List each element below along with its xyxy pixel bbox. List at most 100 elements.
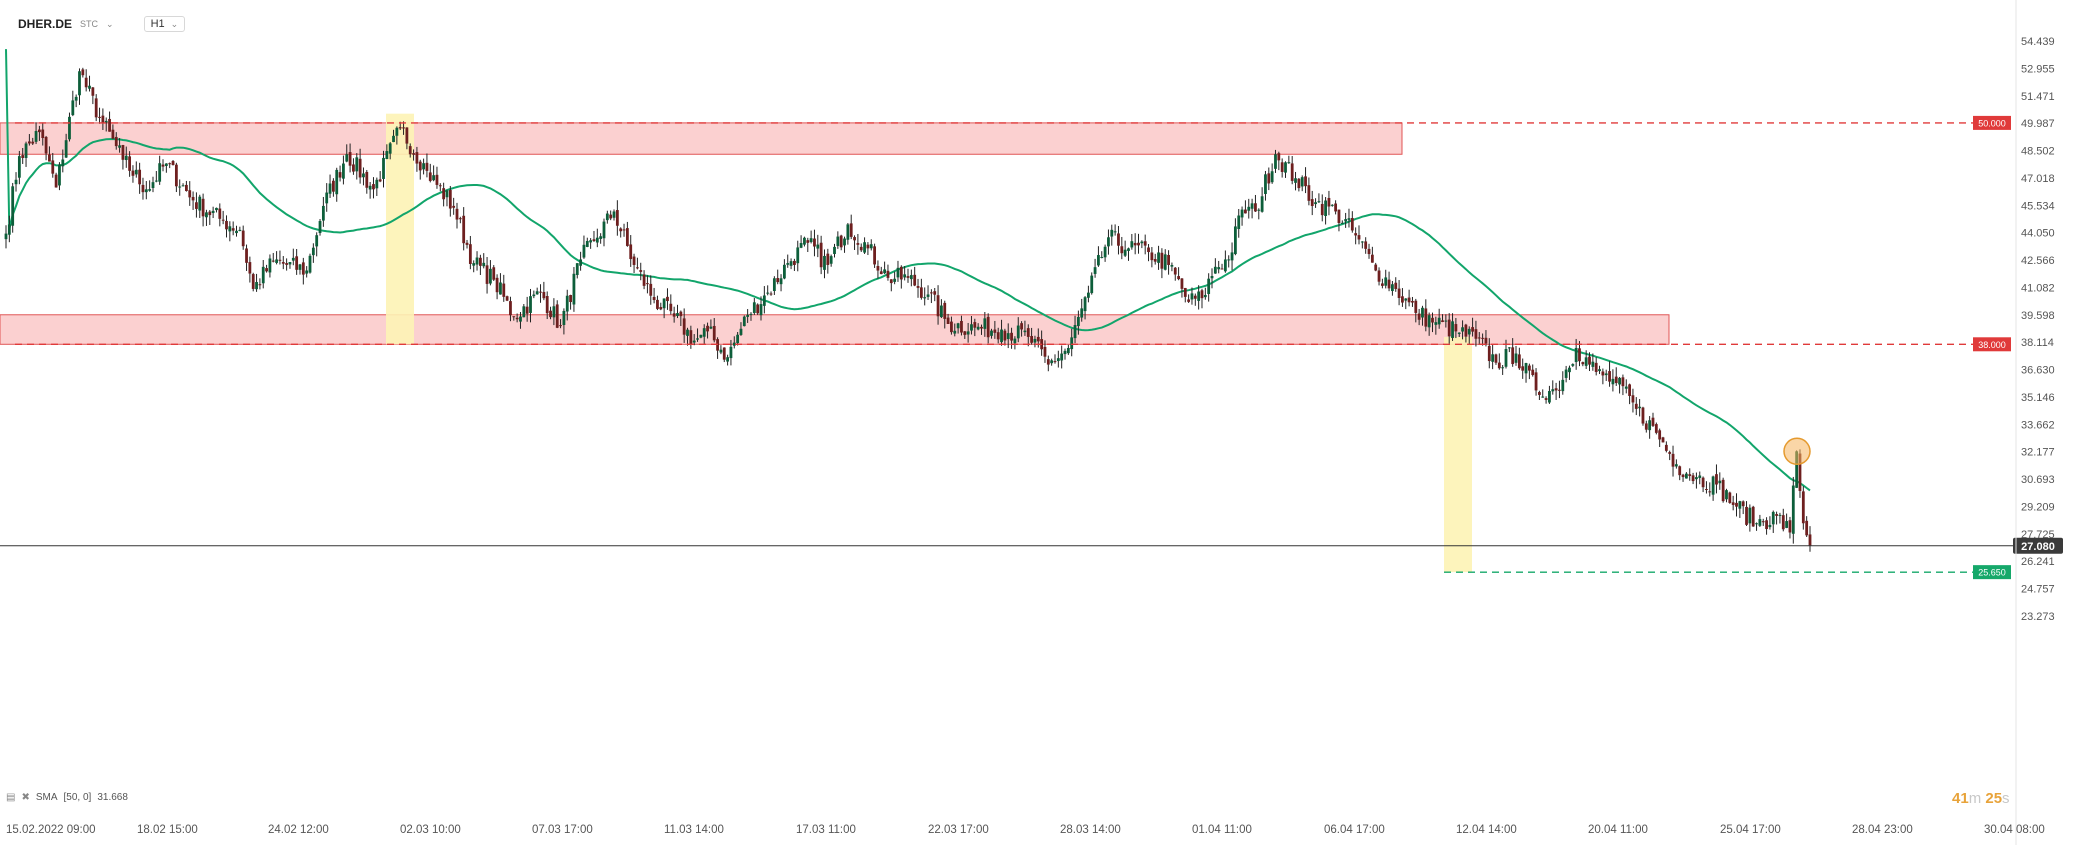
candle [1223, 250, 1227, 273]
candle-body [1187, 299, 1191, 302]
candle [826, 248, 830, 274]
candle [512, 316, 516, 321]
symbol-name[interactable]: DHER.DE [18, 17, 73, 31]
candle [722, 347, 726, 363]
x-tick-label: 28.04 23:00 [1852, 824, 1913, 836]
candle [1437, 308, 1441, 329]
candle-body [1030, 335, 1034, 343]
candle [218, 203, 222, 227]
candle-body [772, 278, 776, 292]
candle-body [338, 172, 342, 178]
candle-body [1223, 259, 1227, 272]
candle [1651, 412, 1655, 427]
candle [1387, 271, 1391, 292]
candle [913, 266, 917, 287]
candle-body [1056, 358, 1060, 362]
candle [605, 210, 609, 224]
candle [1548, 385, 1551, 404]
candle-body [552, 306, 556, 318]
candle-body [1280, 162, 1284, 172]
candle [1551, 380, 1555, 395]
candle [1307, 177, 1311, 206]
candle [425, 153, 429, 178]
candle [478, 254, 482, 276]
y-tick-label: 27.725 [2021, 529, 2055, 541]
candle [31, 137, 35, 146]
indicator-close-icon[interactable]: ✖ [21, 792, 30, 803]
candle [1137, 233, 1140, 254]
candle-body [405, 127, 409, 144]
candle-body [1785, 521, 1789, 528]
candle [88, 75, 91, 92]
symbol-dropdown-icon[interactable]: ⌄ [106, 18, 114, 29]
candle [158, 155, 162, 185]
candle [1113, 224, 1117, 236]
candle-body [388, 143, 392, 154]
candle [41, 122, 45, 146]
candle [1060, 345, 1064, 369]
candle-body [579, 259, 583, 266]
candle-body [1788, 520, 1792, 533]
y-tick-label: 35.146 [2021, 392, 2055, 404]
candle-body [335, 169, 339, 195]
candle [1384, 269, 1388, 289]
candle [1010, 327, 1013, 349]
candle [1367, 243, 1371, 259]
candle [275, 251, 278, 265]
candle-body [455, 208, 459, 220]
candle [468, 235, 472, 270]
candle [241, 225, 245, 250]
candle-body [886, 270, 890, 278]
candle-body [445, 190, 449, 198]
candle-body [1110, 229, 1114, 237]
candle-body [869, 244, 873, 249]
candle-body [843, 238, 846, 246]
candle [662, 298, 666, 319]
x-tick-label: 28.03 14:00 [1060, 824, 1121, 836]
candle-body [51, 160, 55, 174]
candle [1107, 229, 1110, 255]
y-tick-label: 24.757 [2021, 584, 2055, 596]
candle-body [144, 189, 148, 193]
candle [1103, 244, 1107, 262]
candle-body [853, 237, 856, 241]
candle [1320, 194, 1324, 222]
candle-body [1120, 246, 1124, 254]
candle [1454, 317, 1458, 339]
candle-body [1197, 291, 1201, 301]
candle-body [1090, 275, 1094, 294]
candle [1805, 516, 1809, 538]
candle [325, 183, 329, 212]
candle-body [502, 283, 506, 297]
candle [1451, 313, 1454, 341]
candle-body [666, 296, 669, 302]
candle-body [749, 313, 753, 315]
candle-body [896, 267, 900, 278]
candle-body [1083, 297, 1087, 312]
candle [1521, 358, 1525, 379]
indicator-settings-icon[interactable]: ▤ [6, 792, 16, 803]
candle-body [27, 141, 31, 144]
timeframe-select[interactable]: H1 ⌄ [143, 16, 186, 32]
candle [1257, 208, 1261, 220]
candle-body [1153, 259, 1157, 262]
candle [395, 126, 399, 145]
level-tag [1973, 565, 2011, 580]
candle [472, 260, 476, 273]
candle [1447, 313, 1451, 344]
candle-body [1320, 203, 1324, 216]
candle [1153, 253, 1157, 265]
candle-body [1514, 353, 1518, 363]
indicator-name: SMA [35, 792, 58, 803]
candle [539, 284, 542, 303]
candle [1738, 500, 1742, 518]
candle [1203, 287, 1207, 300]
candle [1467, 326, 1471, 345]
candle-body [1497, 362, 1501, 369]
candle [385, 144, 389, 160]
candle [1330, 204, 1334, 207]
candle [174, 162, 178, 193]
candle [1497, 353, 1501, 370]
candle-body [883, 269, 887, 274]
